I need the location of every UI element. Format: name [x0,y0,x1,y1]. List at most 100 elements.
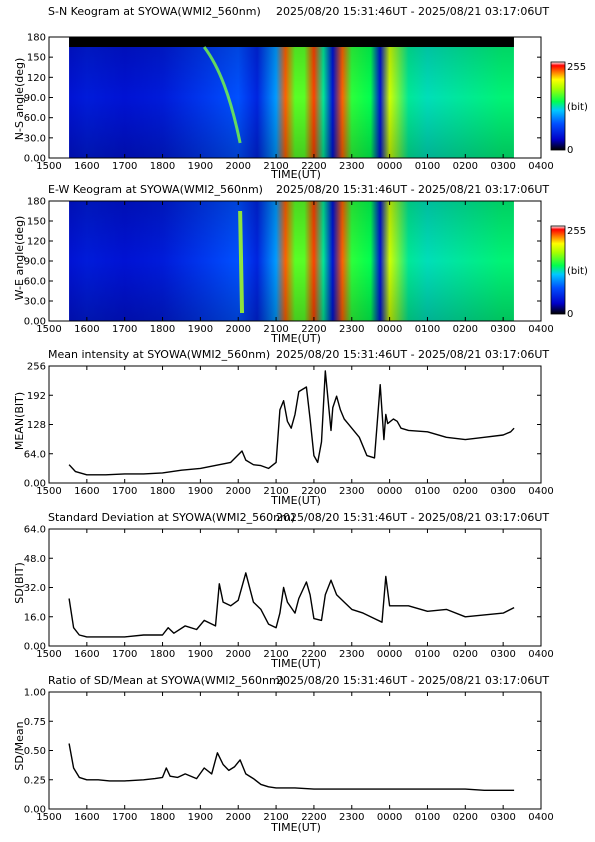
panel3-x-tick-label: 1700 [112,486,137,497]
panel5-title: Ratio of SD/Mean at SYOWA(WMI2_560nm) [48,674,284,687]
panel2-title: E-W Keogram at SYOWA(WMI2_560nm) [48,183,263,196]
panel5-x-tick-label: 0300 [490,812,515,823]
panel3-y-tick-label: 256 [27,362,46,373]
panel1-y-tick-label: 0.00 [24,154,46,165]
panel1-y-tick-label: 30.0 [24,133,46,144]
panel2-x-tick-label: 0400 [528,324,553,335]
panel1-aurora-arc [202,46,242,144]
panel4-ylabel: SD(BIT) [13,562,26,604]
panel4-series-line [68,572,515,638]
panel3-y-tick-label: 192 [27,391,46,402]
panel2-y-tick-label: 0.00 [24,317,46,328]
panel5-y-tick-label: 1.00 [24,688,46,699]
panel4-x-tick-label: 0400 [528,649,553,660]
panel4-title: Standard Deviation at SYOWA(WMI2_560nm) [48,511,295,524]
panel3-x-tick-label: 0200 [453,486,478,497]
panel4-y-tick-label: 48.0 [24,554,46,565]
panel5-y-tick-label: 0.50 [24,746,46,757]
panel3-x-tick-label: 1900 [188,486,213,497]
panel1-x-tick-label: 1500 [36,161,61,172]
panel5-x-tick-label: 1500 [36,812,61,823]
panel4-frame [48,528,542,647]
panel4-x-tick-label: 1700 [112,649,137,660]
panel3-x-tick-label: 2000 [226,486,251,497]
panel1-x-tick-label: 1700 [112,161,137,172]
panel3-x-tick-label: 2300 [339,486,364,497]
panel3-ylabel: MEAN(BIT) [13,392,26,450]
panel1-y-tick-label: 120 [27,73,46,84]
panel4-x-tick-label: 0300 [490,649,515,660]
panel2-x-tick-label: 0100 [415,324,440,335]
panel4-x-tick-label: 2200 [301,649,326,660]
panel4-x-tick-label: 1500 [36,649,61,660]
panel1-x-tick-label: 0300 [490,161,515,172]
panel1-x-tick-label: 0400 [528,161,553,172]
panel4-x-tick-label: 1800 [150,649,175,660]
panel3-frame [48,365,542,484]
panel5-y-tick-label: 0.75 [24,717,46,728]
panel3-x-tick-label: 2200 [301,486,326,497]
panel2-colorbar [550,225,566,315]
panel2-x-tick-label: 2000 [226,324,251,335]
panel4-y-tick-label: 64.0 [24,525,46,536]
panel5-x-tick-label: 1900 [188,812,213,823]
panel3-x-tick-label: 1500 [36,486,61,497]
panel2-aurora-arc [238,210,245,314]
panel5-ylabel: SD/Mean [13,721,26,770]
panel2-x-tick-label: 2100 [263,324,288,335]
panel3-x-tick-label: 0400 [528,486,553,497]
panel1-x-tick-label: 1900 [188,161,213,172]
panel3-title: Mean intensity at SYOWA(WMI2_560nm) [48,348,270,361]
panel5-x-tick-label: 1800 [150,812,175,823]
panel3-x-tick-label: 0300 [490,486,515,497]
panel5-x-tick-label: 2100 [263,812,288,823]
panel1-x-tick-label: 0100 [415,161,440,172]
panel2-y-tick-label: 150 [27,217,46,228]
panel3-x-tick-label: 0100 [415,486,440,497]
panel4-x-tick-label: 1600 [74,649,99,660]
panel2-date: 2025/08/20 15:31:46UT - 2025/08/21 03:17… [276,183,549,196]
panel1-colorbar-unit: (bit) [567,102,588,113]
panel5-date: 2025/08/20 15:31:46UT - 2025/08/21 03:17… [276,674,549,687]
panel1-y-tick-label: 60.0 [24,113,46,124]
panel3-y-tick-label: 128 [27,420,46,431]
panel2-x-tick-label: 1900 [188,324,213,335]
panel1-ylabel: N-S angle(deg) [13,58,26,141]
panel1-date: 2025/08/20 15:31:46UT - 2025/08/21 03:17… [276,5,549,18]
panel3-y-tick-label: 64.0 [24,449,46,460]
panel4-x-tick-label: 2100 [263,649,288,660]
panel5-y-tick-label: 0.25 [24,775,46,786]
panel5-x-tick-label: 0200 [453,812,478,823]
panel4-y-tick-label: 32.0 [24,583,46,594]
panel2-x-tick-label: 1500 [36,324,61,335]
panel5-series-line [68,743,515,791]
panel1-x-tick-label: 2100 [263,161,288,172]
panel2-y-tick-label: 120 [27,237,46,248]
panel1-x-tick-label: 1800 [150,161,175,172]
panel5-x-tick-label: 1600 [74,812,99,823]
panel1-x-tick-label: 1600 [74,161,99,172]
panel2-y-tick-label: 180 [27,197,46,208]
panel3-x-tick-label: 1800 [150,486,175,497]
panel5-y-tick-label: 0.00 [24,805,46,816]
panel5-xlabel: TIME(UT) [270,821,321,834]
panel4-y-tick-label: 16.0 [24,612,46,623]
panel2-y-tick-label: 90.0 [24,257,46,268]
panel3-series-line [68,370,515,476]
panel5-x-tick-label: 2300 [339,812,364,823]
panel1-y-tick-label: 150 [27,53,46,64]
panel1-x-tick-label: 2000 [226,161,251,172]
panel2-x-tick-label: 0200 [453,324,478,335]
panel5-x-tick-label: 2000 [226,812,251,823]
panel1-y-tick-label: 180 [27,33,46,44]
panel2-y-tick-label: 60.0 [24,277,46,288]
panel3-y-tick-label: 0.00 [24,479,46,490]
panel1-colorbar-min: 0 [567,145,573,156]
panel3-x-tick-label: 2100 [263,486,288,497]
panel1-colorbar-max: 255 [567,62,586,73]
panel2-colorbar-min: 0 [567,309,573,320]
panel2-x-tick-label: 1800 [150,324,175,335]
panel5-x-tick-label: 2200 [301,812,326,823]
panel2-x-tick-label: 2200 [301,324,326,335]
